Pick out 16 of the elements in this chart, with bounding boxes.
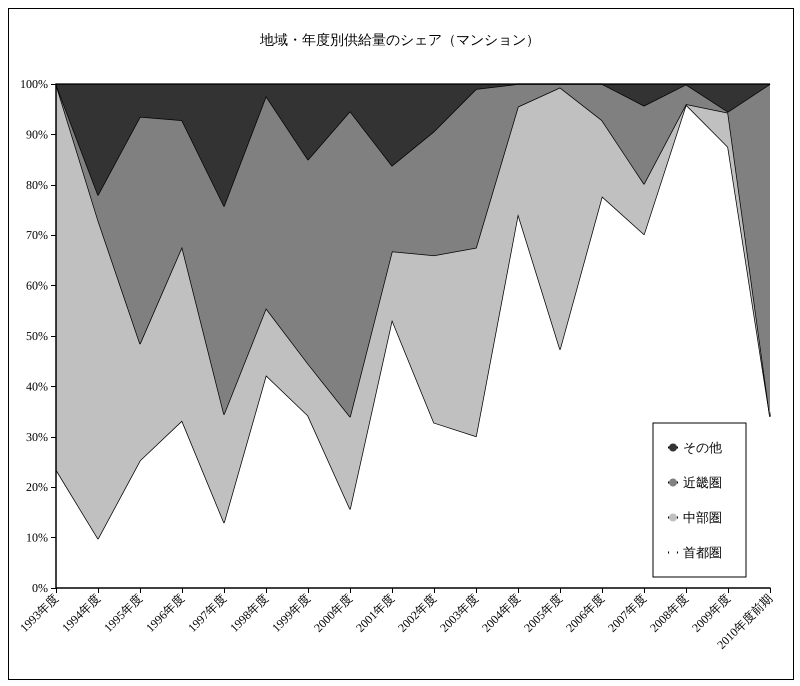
y-tick-label: 90% — [26, 127, 48, 142]
y-tick-label: 40% — [26, 379, 48, 394]
chart-title: 地域・年度別供給量のシェア（マンション） — [259, 32, 540, 48]
y-tick-label: 0% — [32, 581, 48, 595]
y-tick-label: 80% — [26, 178, 48, 192]
y-tick-label: 10% — [26, 530, 48, 545]
y-tick-label: 50% — [26, 329, 48, 343]
y-tick-label: 100% — [20, 77, 48, 91]
y-tick-label: 30% — [26, 430, 48, 444]
legend-label: その他 — [683, 440, 722, 455]
y-tick-label: 70% — [26, 228, 48, 242]
y-tick-label: 20% — [26, 480, 48, 494]
legend-label: 中部圏 — [683, 510, 722, 525]
legend-label: 近畿圏 — [683, 475, 722, 490]
y-tick-label: 60% — [26, 278, 48, 293]
legend-label: 首都圏 — [683, 545, 722, 560]
